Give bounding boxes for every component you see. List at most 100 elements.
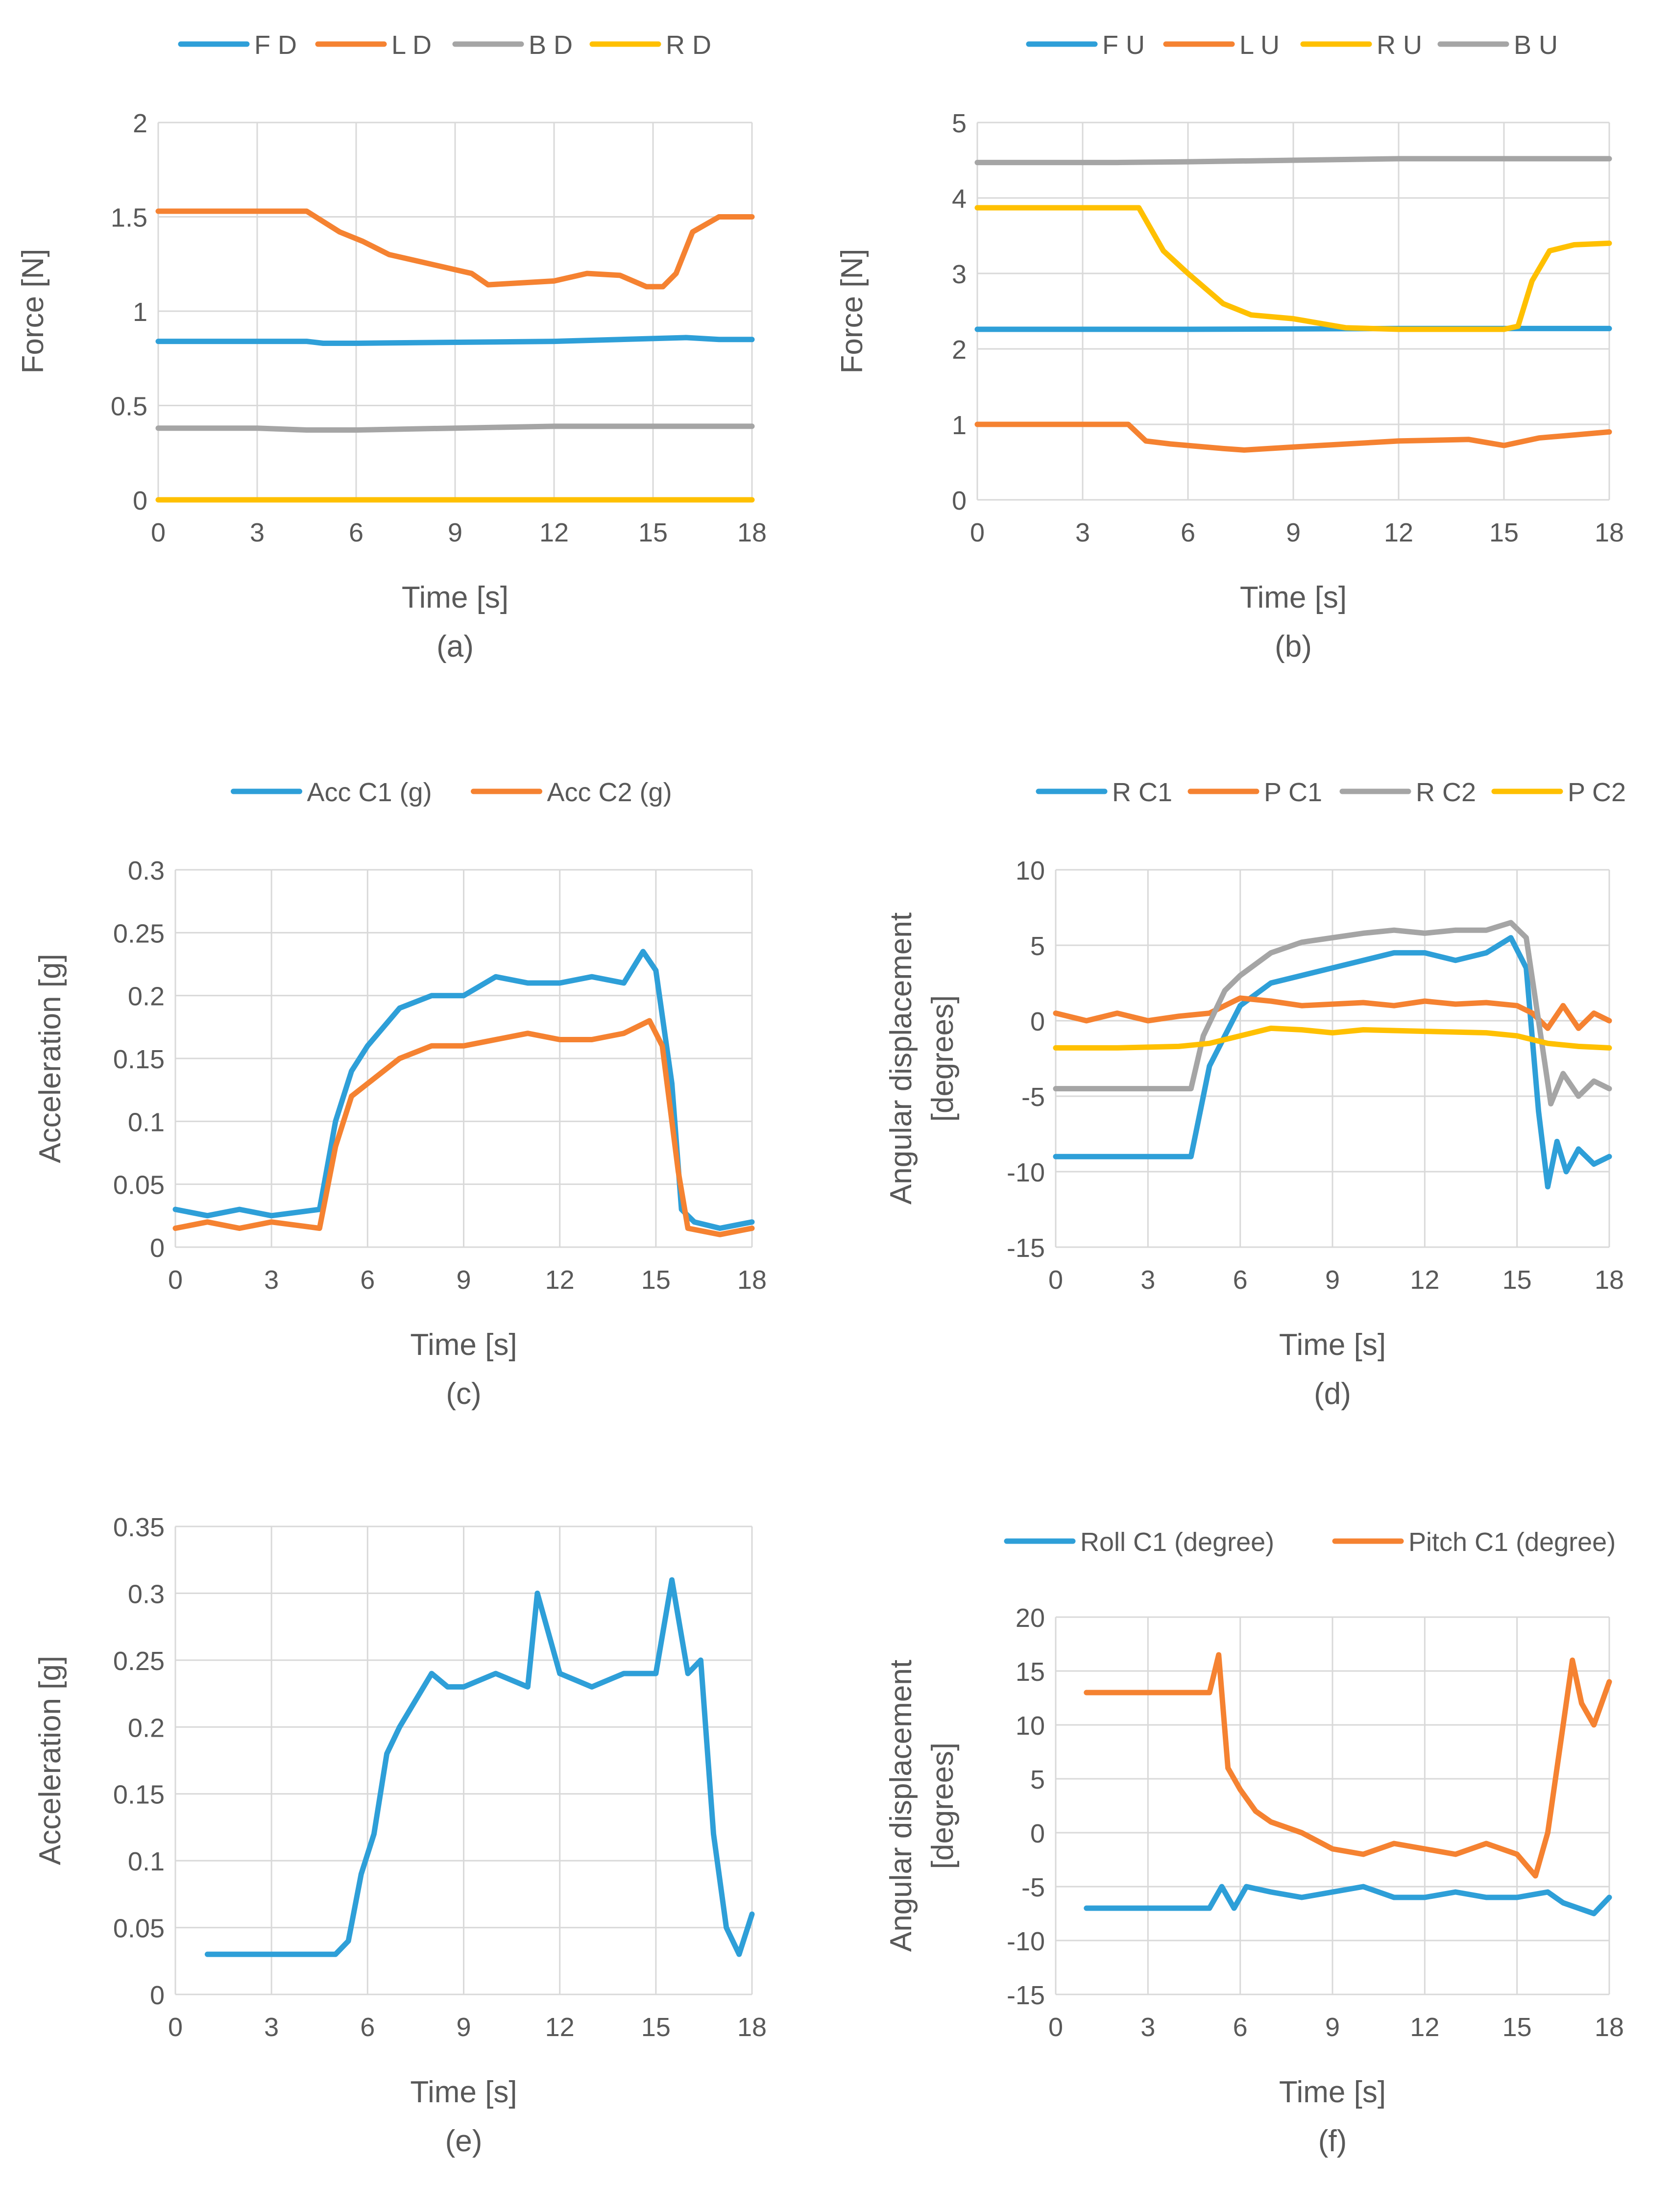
legend-label: R C1 — [1112, 778, 1172, 807]
y-tick-label: 0.1 — [128, 1107, 165, 1137]
data-point — [1483, 1895, 1489, 1900]
x-axis-label: Time [s] — [402, 581, 509, 614]
x-tick-label: 6 — [1233, 2013, 1248, 2042]
x-tick-label: 15 — [1502, 2013, 1532, 2042]
data-point — [1360, 1884, 1366, 1889]
data-point — [237, 1952, 242, 1957]
data-point — [1591, 1722, 1597, 1727]
data-point — [387, 252, 392, 257]
data-point — [1330, 1002, 1335, 1007]
legend-label: Acc C1 (g) — [307, 778, 432, 807]
y-tick-label: -10 — [1007, 1158, 1045, 1187]
data-point — [1422, 950, 1428, 956]
chart-panel-d: -15 -10 -5 0 5 10 0 3 6 9 12 15 18 R C1 P C1 R C2 P C2 Ti… — [884, 778, 1626, 1411]
data-point — [359, 1871, 364, 1877]
x-tick-label: 15 — [1502, 1265, 1532, 1295]
y-tick-label: 1 — [952, 411, 967, 440]
data-point — [360, 239, 365, 244]
data-point — [617, 272, 623, 278]
data-point — [1253, 1809, 1259, 1814]
data-point — [1360, 1027, 1366, 1032]
y-tick-label: -10 — [1007, 1927, 1045, 1956]
data-point — [685, 1671, 691, 1676]
data-point — [1576, 1146, 1581, 1152]
legend-label: Pitch C1 (degree) — [1408, 1527, 1616, 1557]
data-point — [1524, 935, 1529, 940]
data-point — [1330, 935, 1335, 940]
data-point — [493, 1037, 498, 1042]
data-point — [1176, 1044, 1182, 1049]
data-point — [1607, 1086, 1612, 1091]
data-point — [1576, 1044, 1581, 1049]
x-tick-label: 12 — [1410, 1265, 1439, 1295]
data-point — [156, 497, 161, 502]
data-point — [304, 208, 309, 214]
legend: Acc C1 (g) Acc C2 (g) — [231, 778, 672, 807]
y-tick-label: 0.1 — [128, 1847, 165, 1876]
x-tick-label: 6 — [1181, 518, 1195, 547]
data-point — [1299, 1003, 1305, 1008]
data-point — [1115, 160, 1120, 165]
data-point — [1391, 928, 1397, 933]
legend-label: R C2 — [1416, 778, 1476, 807]
y-tick-label: 0 — [1030, 1819, 1045, 1848]
data-point — [1591, 1079, 1597, 1084]
data-point — [1391, 1895, 1397, 1900]
series-line-p-c1 — [1053, 995, 1612, 1031]
data-point — [1237, 995, 1243, 1001]
x-tick-label: 9 — [448, 518, 462, 547]
y-axis-label: Angular displacement — [884, 912, 918, 1204]
y-tick-label: 1 — [133, 297, 147, 327]
data-point — [975, 326, 980, 332]
y-tick-label: 10 — [1016, 856, 1045, 885]
y-tick-label: 0.05 — [113, 1171, 165, 1200]
data-point — [1330, 1030, 1335, 1035]
data-point — [1168, 442, 1173, 447]
y-tick-label: 2 — [133, 109, 147, 138]
data-point — [750, 337, 754, 342]
data-point — [621, 1671, 627, 1676]
data-point — [365, 1043, 370, 1049]
data-point — [1607, 1018, 1612, 1023]
data-point — [1545, 1041, 1550, 1046]
data-point — [333, 1952, 338, 1957]
panel-label: (d) — [1314, 1377, 1351, 1411]
data-point — [1186, 159, 1190, 165]
data-point — [1126, 422, 1131, 427]
data-point — [1268, 1819, 1274, 1824]
data-point — [750, 1226, 754, 1231]
data-point — [333, 1144, 338, 1149]
x-axis-label: Time [s] — [410, 2075, 517, 2109]
y-tick-label: 0 — [150, 1233, 165, 1263]
data-point — [1291, 316, 1296, 321]
data-point — [461, 1043, 466, 1049]
data-point — [1548, 1101, 1553, 1106]
data-point — [1360, 1852, 1366, 1857]
data-point — [304, 339, 309, 344]
data-point — [354, 341, 359, 346]
data-point — [724, 1925, 729, 1930]
data-point — [1114, 1154, 1120, 1159]
data-point — [1508, 920, 1514, 925]
x-tick-label: 18 — [737, 518, 767, 547]
data-point — [1186, 326, 1190, 332]
data-point — [1396, 326, 1401, 332]
data-point — [173, 1207, 178, 1212]
x-tick-label: 9 — [1286, 518, 1301, 547]
data-point — [1560, 1071, 1566, 1076]
data-point — [1188, 1154, 1194, 1159]
data-point — [1114, 1010, 1120, 1016]
data-point — [1422, 998, 1428, 1004]
panel-label: (f) — [1318, 2124, 1347, 2158]
data-point — [1607, 429, 1612, 435]
data-point — [1564, 1169, 1569, 1174]
data-point — [716, 214, 722, 220]
x-tick-label: 9 — [456, 2013, 471, 2042]
y-tick-label: 0 — [150, 1981, 165, 2010]
data-point — [1576, 1906, 1581, 1911]
data-point — [674, 271, 679, 276]
y-tick-label: 0.3 — [128, 856, 165, 885]
data-point — [1114, 1086, 1120, 1091]
